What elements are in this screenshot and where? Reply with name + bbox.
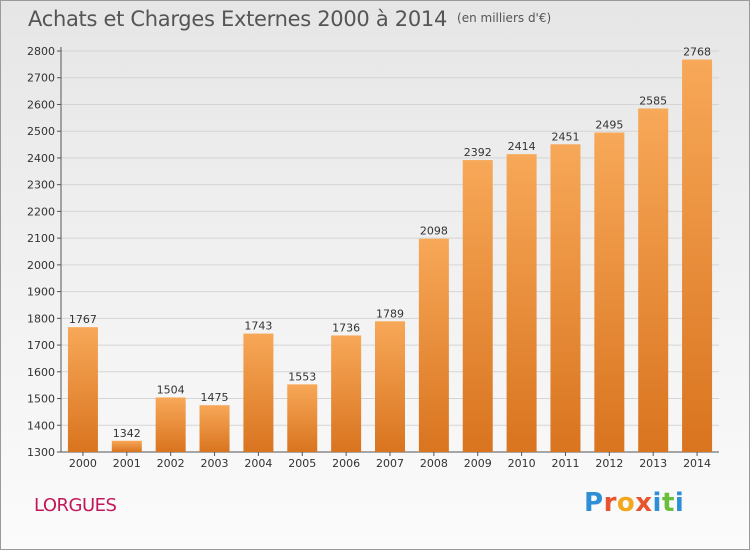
y-tick-label: 2500 [27, 125, 55, 138]
data-label: 1767 [69, 313, 97, 326]
y-tick-label: 2300 [27, 179, 55, 192]
bar-2006 [331, 335, 362, 452]
bar-2004 [243, 333, 274, 452]
data-label: 1743 [244, 320, 272, 333]
proxiti-logo: Proxiti [584, 488, 684, 518]
y-tick-label: 1300 [27, 446, 55, 459]
bar-2009 [462, 160, 493, 452]
y-tick-label: 2600 [27, 98, 55, 111]
logo-letter: t [661, 488, 675, 518]
x-tick-label: 2002 [157, 457, 185, 470]
y-tick-label: 1700 [27, 339, 55, 352]
x-tick-label: 2005 [288, 457, 316, 470]
y-tick-label: 1600 [27, 366, 55, 379]
logo-letter: i [652, 488, 662, 518]
place-name: LORGUES [34, 495, 117, 516]
bar-2002 [155, 397, 186, 452]
logo-letter: i [674, 488, 685, 518]
x-tick-label: 2014 [683, 457, 711, 470]
logo-letter: o [616, 488, 636, 518]
x-tick-label: 2007 [376, 457, 404, 470]
bar-2005 [287, 384, 318, 452]
x-tick-label: 2001 [113, 457, 141, 470]
x-tick-label: 2013 [639, 457, 667, 470]
data-label: 1504 [157, 383, 185, 396]
axes: 1300 1400 1500 1600 1700 1800 1900 2000 2100 2200… [27, 45, 719, 470]
bar-2012 [594, 132, 625, 452]
bars [67, 59, 713, 453]
data-label: 1736 [332, 321, 360, 334]
data-label: 1789 [376, 307, 404, 320]
y-tick-label: 1500 [27, 393, 55, 406]
data-label: 1475 [201, 391, 229, 404]
y-tick-label: 2800 [27, 45, 55, 58]
bar-2013 [638, 108, 669, 452]
bar-2007 [375, 321, 405, 452]
data-label: 2392 [464, 146, 492, 159]
x-tick-label: 2011 [551, 457, 579, 470]
bar-2003 [199, 405, 230, 452]
x-tick-label: 2004 [244, 457, 272, 470]
y-tick-label: 1900 [27, 286, 55, 299]
y-tick-label: 1400 [27, 419, 55, 432]
y-tick-label: 2400 [27, 152, 55, 165]
x-tick-label: 2006 [332, 457, 360, 470]
y-tick-label: 2000 [27, 259, 55, 272]
y-tick-label: 1800 [27, 312, 55, 325]
bar-2010 [506, 154, 537, 452]
y-tick-label: 2700 [27, 72, 55, 85]
bar-2011 [550, 144, 581, 453]
x-tick-label: 2003 [201, 457, 229, 470]
data-label: 2495 [595, 119, 623, 132]
data-label: 1342 [113, 427, 141, 440]
chart-title-text: Achats et Charges Externes 2000 à 2014 [28, 7, 448, 31]
bar-2000 [67, 327, 98, 452]
data-label: 1553 [288, 370, 316, 383]
bar-2001 [111, 440, 142, 452]
x-tick-label: 2009 [464, 457, 492, 470]
logo-letter: r [603, 488, 617, 518]
bar-2014 [682, 59, 713, 453]
data-label: 2414 [508, 140, 536, 153]
data-label: 2098 [420, 225, 448, 238]
logo-letter: P [584, 488, 604, 518]
y-tick-label: 2100 [27, 232, 55, 245]
data-labels: 1767 1342 1504 1475 1743 1553 1736 1789 2098 2392… [69, 46, 711, 440]
logo-letter: x [635, 488, 653, 518]
x-tick-label: 2008 [420, 457, 448, 470]
x-tick-label: 2010 [508, 457, 536, 470]
data-label: 2451 [551, 130, 579, 143]
chart-subtitle: (en milliers d'€) [457, 11, 552, 25]
y-tick-label: 2200 [27, 205, 55, 218]
chart-title: Achats et Charges Externes 2000 à 2014 (e… [28, 7, 551, 31]
x-tick-label: 2012 [595, 457, 623, 470]
data-label: 2585 [639, 94, 667, 107]
x-tick-label: 2000 [69, 457, 97, 470]
bar-2008 [418, 238, 449, 452]
data-label: 2768 [683, 46, 711, 59]
